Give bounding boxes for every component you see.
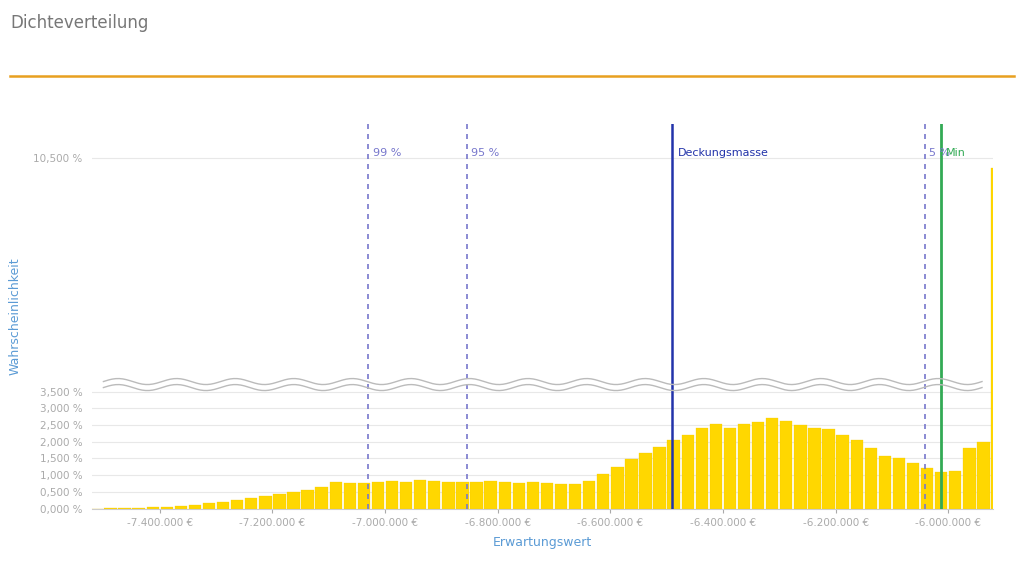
Bar (499, 482, 511, 508)
Bar (344, 483, 356, 508)
Bar (808, 428, 820, 508)
Bar (330, 482, 342, 508)
Bar (864, 448, 877, 508)
Bar (470, 482, 482, 508)
Bar (188, 505, 201, 508)
Bar (245, 498, 257, 508)
Bar (597, 474, 609, 508)
Bar (526, 483, 539, 508)
Bar (569, 484, 582, 508)
Bar (428, 481, 440, 508)
Y-axis label: Wahrscheinlichkeit: Wahrscheinlichkeit (9, 258, 23, 375)
Bar (146, 507, 159, 508)
Bar (400, 481, 413, 508)
Bar (231, 500, 244, 508)
Bar (851, 440, 863, 508)
Bar (977, 442, 989, 509)
Bar (682, 434, 694, 508)
Bar (414, 480, 426, 508)
Bar (372, 481, 384, 508)
Bar (893, 458, 905, 508)
Bar (710, 424, 722, 508)
Bar (653, 447, 666, 508)
Bar (386, 481, 398, 508)
Bar (484, 481, 497, 508)
Bar (203, 503, 215, 508)
Bar (752, 422, 764, 508)
Bar (935, 472, 947, 508)
Bar (907, 463, 920, 508)
Bar (964, 448, 976, 508)
Bar (301, 490, 313, 509)
Bar (315, 487, 328, 508)
Bar (541, 483, 553, 508)
Bar (991, 168, 1004, 508)
Bar (288, 492, 300, 508)
Bar (780, 421, 793, 508)
Bar (949, 471, 962, 508)
Bar (259, 496, 271, 508)
Bar (273, 494, 286, 508)
Bar (175, 506, 187, 508)
Text: Deckungsmasse: Deckungsmasse (678, 147, 769, 158)
Bar (583, 480, 595, 508)
Bar (161, 507, 173, 508)
Bar (766, 418, 778, 509)
Bar (795, 425, 807, 508)
Bar (724, 428, 736, 508)
Bar (357, 483, 370, 508)
Bar (695, 428, 708, 508)
Bar (611, 467, 624, 509)
Text: 95 %: 95 % (471, 147, 500, 158)
Bar (217, 502, 229, 509)
Bar (513, 483, 525, 508)
Text: Dichteverteilung: Dichteverteilung (10, 14, 148, 32)
Bar (879, 456, 891, 508)
Bar (738, 424, 751, 508)
Bar (626, 459, 638, 508)
Bar (837, 435, 849, 508)
Text: 5 %: 5 % (929, 147, 950, 158)
Bar (442, 482, 455, 508)
Bar (822, 429, 835, 508)
Text: 99 %: 99 % (373, 147, 401, 158)
X-axis label: Erwartungswert: Erwartungswert (494, 536, 592, 549)
Text: Min: Min (946, 147, 966, 158)
Bar (555, 484, 567, 508)
Bar (668, 440, 680, 508)
Bar (457, 482, 469, 508)
Bar (921, 468, 933, 508)
Bar (639, 453, 651, 509)
